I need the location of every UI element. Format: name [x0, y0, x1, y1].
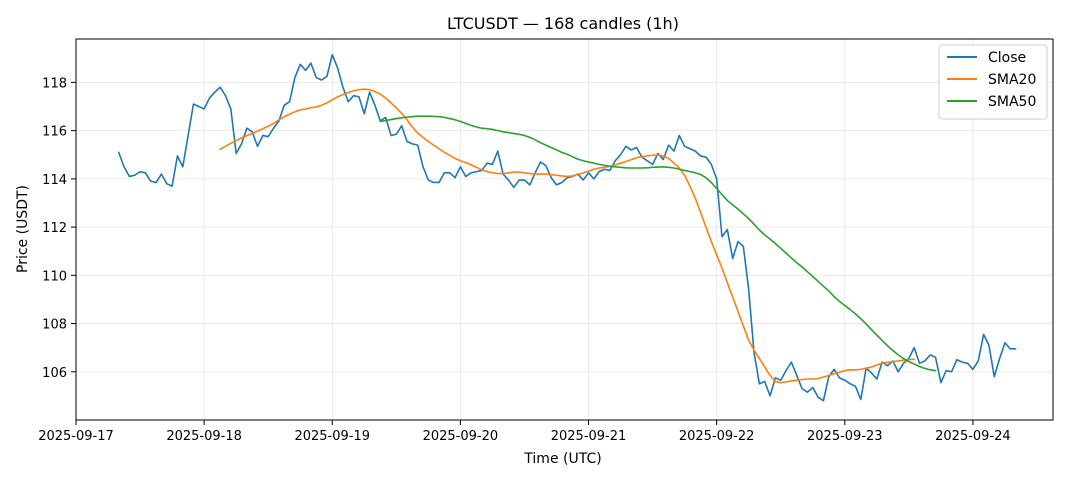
y-tick-label: 108: [42, 318, 67, 333]
y-tick-label: 106: [42, 366, 67, 381]
x-axis-label: Time (UTC): [523, 451, 601, 467]
grid: [75, 39, 1053, 420]
series-line-sma20: [219, 88, 915, 384]
y-tick-label: 112: [42, 221, 67, 236]
y-tick-label: 114: [42, 173, 67, 188]
series-line-sma50: [379, 115, 937, 372]
legend-label-close: Close: [988, 50, 1026, 66]
x-tick-label: 2025-09-22: [679, 429, 755, 444]
legend-label-sma50: SMA50: [988, 94, 1036, 110]
x-tick-label: 2025-09-24: [935, 429, 1011, 444]
legend-label-sma20: SMA20: [988, 72, 1036, 88]
y-tick-label: 118: [42, 76, 67, 91]
x-tick-label: 2025-09-23: [807, 429, 883, 444]
y-axis-label: Price (USDT): [15, 185, 31, 273]
series-layer: [117, 53, 1017, 402]
plot-frame: [75, 38, 1054, 421]
y-tick-label: 116: [42, 125, 67, 140]
axis-ticks: 2025-09-17 2025-09-18 2025-09-19 2025-09-20…: [38, 76, 1010, 444]
legend: Close SMA20 SMA50: [938, 44, 1048, 120]
x-tick-label: 2025-09-18: [166, 429, 242, 444]
x-tick-label: 2025-09-17: [38, 429, 114, 444]
chart-title: LTCUSDT — 168 candles (1h): [447, 14, 679, 33]
x-tick-label: 2025-09-20: [423, 429, 499, 444]
y-tick-label: 110: [42, 269, 67, 284]
x-tick-label: 2025-09-19: [294, 429, 370, 444]
x-tick-label: 2025-09-21: [551, 429, 627, 444]
